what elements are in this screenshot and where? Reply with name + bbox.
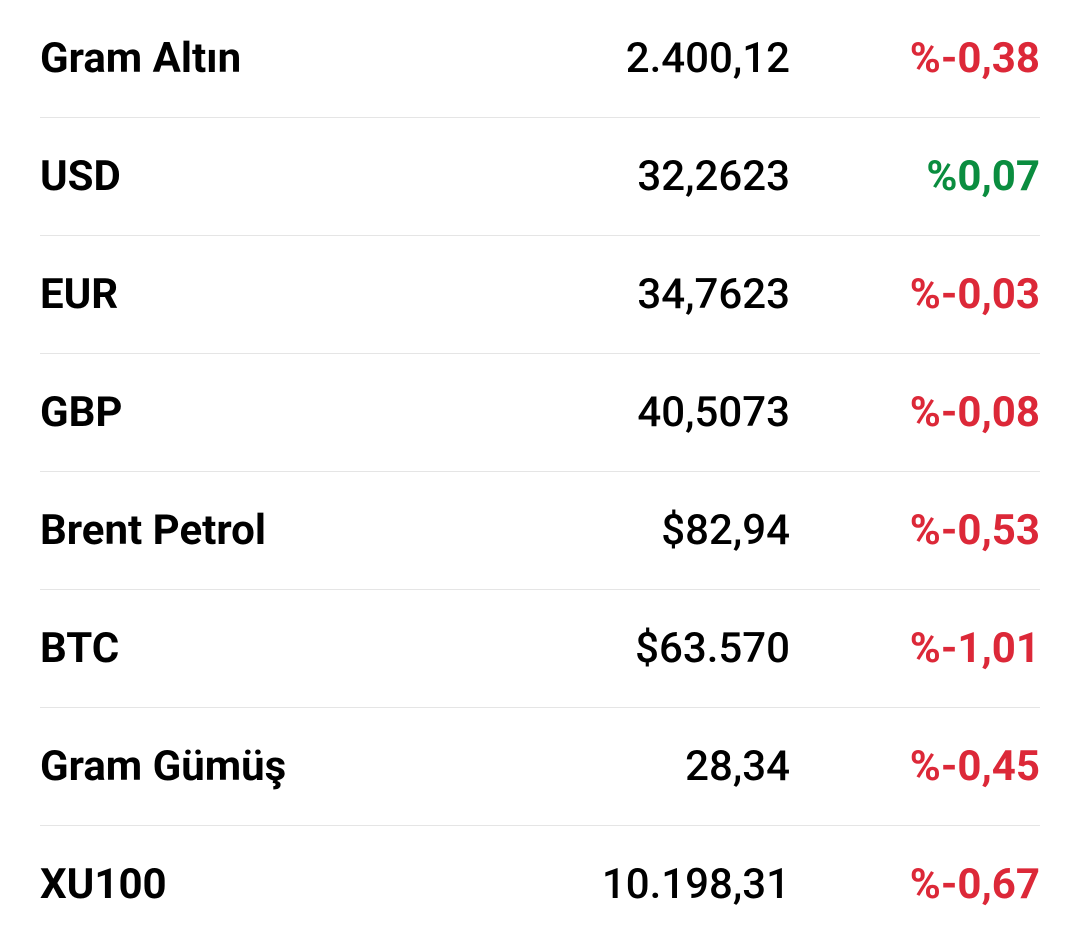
market-row[interactable]: BTC $63.570 %-1,01 (40, 590, 1040, 708)
market-name: Gram Altın (40, 34, 550, 83)
market-row[interactable]: Gram Altın 2.400,12 %-0,38 (40, 0, 1040, 118)
market-row[interactable]: Gram Gümüş 28,34 %-0,45 (40, 708, 1040, 826)
market-value: $63.570 (550, 624, 790, 673)
market-name: BTC (40, 624, 550, 673)
market-value: 32,2623 (550, 152, 790, 201)
market-row[interactable]: XU100 10.198,31 %-0,67 (40, 826, 1040, 943)
market-value: $82,94 (550, 506, 790, 555)
market-change: %0,07 (850, 152, 1040, 201)
market-value: 34,7623 (550, 270, 790, 319)
market-change: %-0,45 (850, 742, 1040, 791)
market-row[interactable]: GBP 40,5073 %-0,08 (40, 354, 1040, 472)
market-value: 2.400,12 (550, 34, 790, 83)
market-value: 28,34 (550, 742, 790, 791)
market-value: 10.198,31 (550, 860, 790, 909)
market-change: %-0,08 (850, 388, 1040, 437)
market-name: Gram Gümüş (40, 742, 550, 791)
market-change: %-0,53 (850, 506, 1040, 555)
market-change: %-0,67 (850, 860, 1040, 909)
market-table: Gram Altın 2.400,12 %-0,38 USD 32,2623 %… (0, 0, 1080, 943)
market-name: GBP (40, 388, 550, 437)
market-value: 40,5073 (550, 388, 790, 437)
market-row[interactable]: EUR 34,7623 %-0,03 (40, 236, 1040, 354)
market-name: XU100 (40, 860, 550, 909)
market-change: %-0,03 (850, 270, 1040, 319)
market-change: %-1,01 (850, 624, 1040, 673)
market-name: EUR (40, 270, 550, 319)
market-change: %-0,38 (850, 34, 1040, 83)
market-name: USD (40, 152, 550, 201)
market-row[interactable]: USD 32,2623 %0,07 (40, 118, 1040, 236)
market-row[interactable]: Brent Petrol $82,94 %-0,53 (40, 472, 1040, 590)
market-name: Brent Petrol (40, 506, 550, 555)
